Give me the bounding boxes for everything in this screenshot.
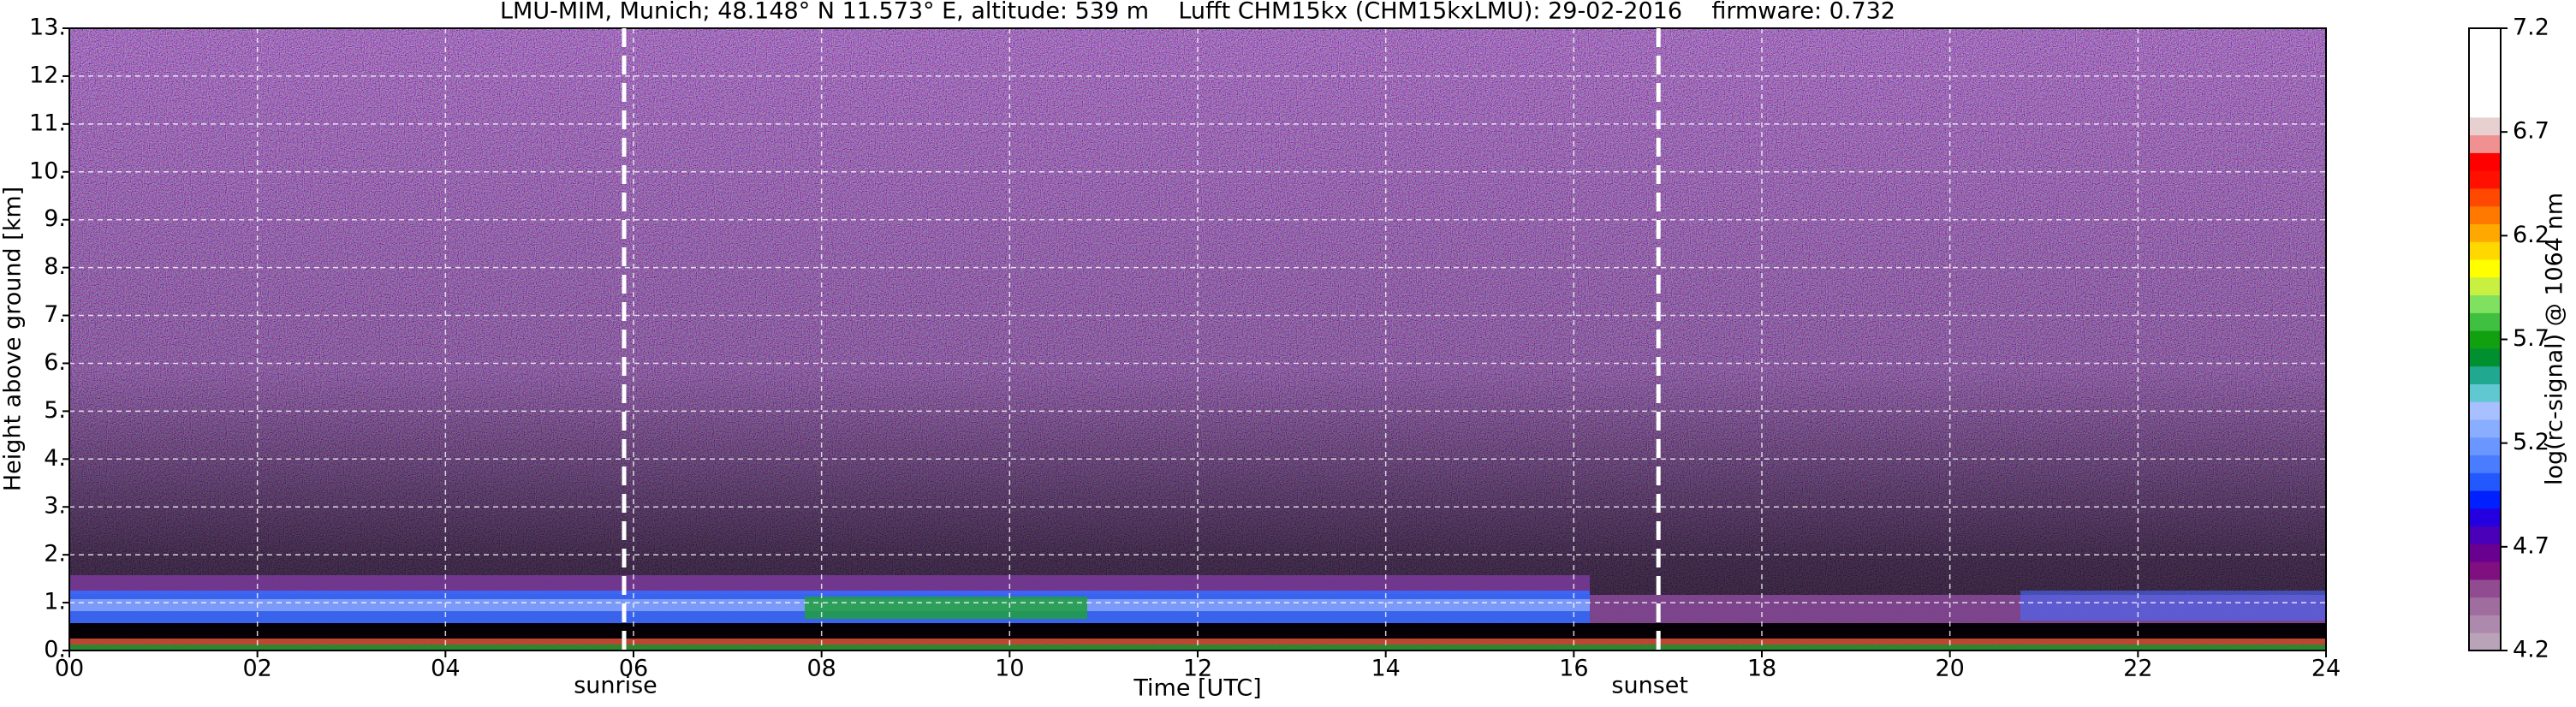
colorbar-tick-label: 5.7 bbox=[2513, 325, 2549, 352]
x-tick-label: 12 bbox=[1183, 656, 1212, 682]
x-tick-label: 10 bbox=[995, 656, 1024, 682]
colorbar-segment bbox=[2469, 365, 2501, 384]
colorbar-segment bbox=[2469, 561, 2501, 580]
colorbar-segment bbox=[2469, 276, 2501, 296]
annotation-label: sunrise bbox=[574, 673, 657, 699]
y-tick-label: 3. bbox=[44, 493, 66, 520]
y-tick-label: 11. bbox=[29, 110, 66, 136]
colorbar-segment bbox=[2469, 579, 2501, 598]
heatmap-layer bbox=[2020, 591, 2326, 621]
x-tick-label: 08 bbox=[806, 656, 836, 682]
colorbar-segment bbox=[2469, 205, 2501, 224]
y-tick-label: 5. bbox=[44, 397, 66, 424]
colorbar-segment bbox=[2469, 45, 2501, 65]
y-tick-label: 1. bbox=[44, 589, 66, 615]
y-tick-label: 10. bbox=[29, 157, 66, 184]
annotation-label: sunset bbox=[1611, 673, 1688, 699]
y-tick-label: 8. bbox=[44, 253, 66, 280]
colorbar-segment bbox=[2469, 633, 2501, 651]
heatmap-layer bbox=[69, 575, 1590, 594]
x-tick-label: 06 bbox=[619, 656, 648, 682]
colorbar-tick-label: 6.7 bbox=[2513, 118, 2549, 145]
colorbar-tick-label: 4.2 bbox=[2513, 637, 2549, 663]
colorbar-segment bbox=[2469, 170, 2501, 189]
colorbar-segment bbox=[2469, 312, 2501, 331]
y-tick-label: 12. bbox=[29, 62, 66, 88]
colorbar-segment bbox=[2469, 419, 2501, 438]
colorbar-segment bbox=[2469, 526, 2501, 544]
colorbar-segment bbox=[2469, 330, 2501, 349]
colorbar-segment bbox=[2469, 241, 2501, 260]
y-tick-label: 6. bbox=[44, 349, 66, 376]
y-tick-label: 2. bbox=[44, 541, 66, 567]
colorbar-segment bbox=[2469, 597, 2501, 615]
colorbar-segment bbox=[2469, 401, 2501, 420]
x-tick-label: 20 bbox=[1935, 656, 1964, 682]
colorbar-label: log(rc-signal) @ 1064 nm bbox=[2542, 193, 2568, 485]
x-tick-label: 00 bbox=[55, 656, 84, 682]
y-tick-label: 9. bbox=[44, 205, 66, 232]
colorbar-tick-label: 7.2 bbox=[2513, 15, 2549, 41]
colorbar-segment bbox=[2469, 454, 2501, 473]
colorbar-segment bbox=[2469, 508, 2501, 527]
chart-title: LMU-MIM, Munich; 48.148° N 11.573° E, al… bbox=[500, 0, 1895, 25]
colorbar-segment bbox=[2469, 294, 2501, 313]
colorbar-tick-label: 4.7 bbox=[2513, 532, 2549, 559]
colorbar-segment bbox=[2469, 28, 2501, 47]
colorbar-segment bbox=[2469, 490, 2501, 509]
colorbar-segment bbox=[2469, 99, 2501, 118]
heatmap-layer bbox=[69, 645, 2326, 651]
colorbar-segment bbox=[2469, 152, 2501, 171]
colorbar-segment bbox=[2469, 472, 2501, 491]
x-tick-label: 24 bbox=[2311, 656, 2341, 682]
x-axis-label: Time [UTC] bbox=[1133, 675, 1261, 702]
x-tick-label: 14 bbox=[1371, 656, 1400, 682]
y-tick-label: 7. bbox=[44, 301, 66, 328]
x-tick-label: 02 bbox=[242, 656, 271, 682]
colorbar-segment bbox=[2469, 134, 2501, 153]
colorbar-segment bbox=[2469, 544, 2501, 562]
x-tick-label: 16 bbox=[1559, 656, 1588, 682]
y-tick-label: 13. bbox=[29, 15, 66, 41]
colorbar-segment bbox=[2469, 63, 2501, 82]
colorbar-tick-label: 6.2 bbox=[2513, 222, 2549, 248]
colorbar-segment bbox=[2469, 81, 2501, 100]
colorbar-segment bbox=[2469, 348, 2501, 367]
y-tick-label: 0. bbox=[44, 637, 66, 663]
x-tick-label: 04 bbox=[431, 656, 460, 682]
colorbar-segment bbox=[2469, 259, 2501, 278]
colorbar-segment bbox=[2469, 615, 2501, 633]
colorbar-segment bbox=[2469, 223, 2501, 242]
colorbar-segment bbox=[2469, 187, 2501, 207]
x-tick-label: 18 bbox=[1747, 656, 1776, 682]
x-tick-label: 22 bbox=[2123, 656, 2152, 682]
colorbar-tick-label: 5.2 bbox=[2513, 429, 2549, 455]
y-axis-label: Height above ground [km] bbox=[0, 187, 27, 491]
colorbar-segment bbox=[2469, 437, 2501, 456]
colorbar-segment bbox=[2469, 383, 2501, 402]
heatmap-layer bbox=[805, 597, 1087, 619]
y-tick-label: 4. bbox=[44, 445, 66, 472]
colorbar-segment bbox=[2469, 116, 2501, 136]
